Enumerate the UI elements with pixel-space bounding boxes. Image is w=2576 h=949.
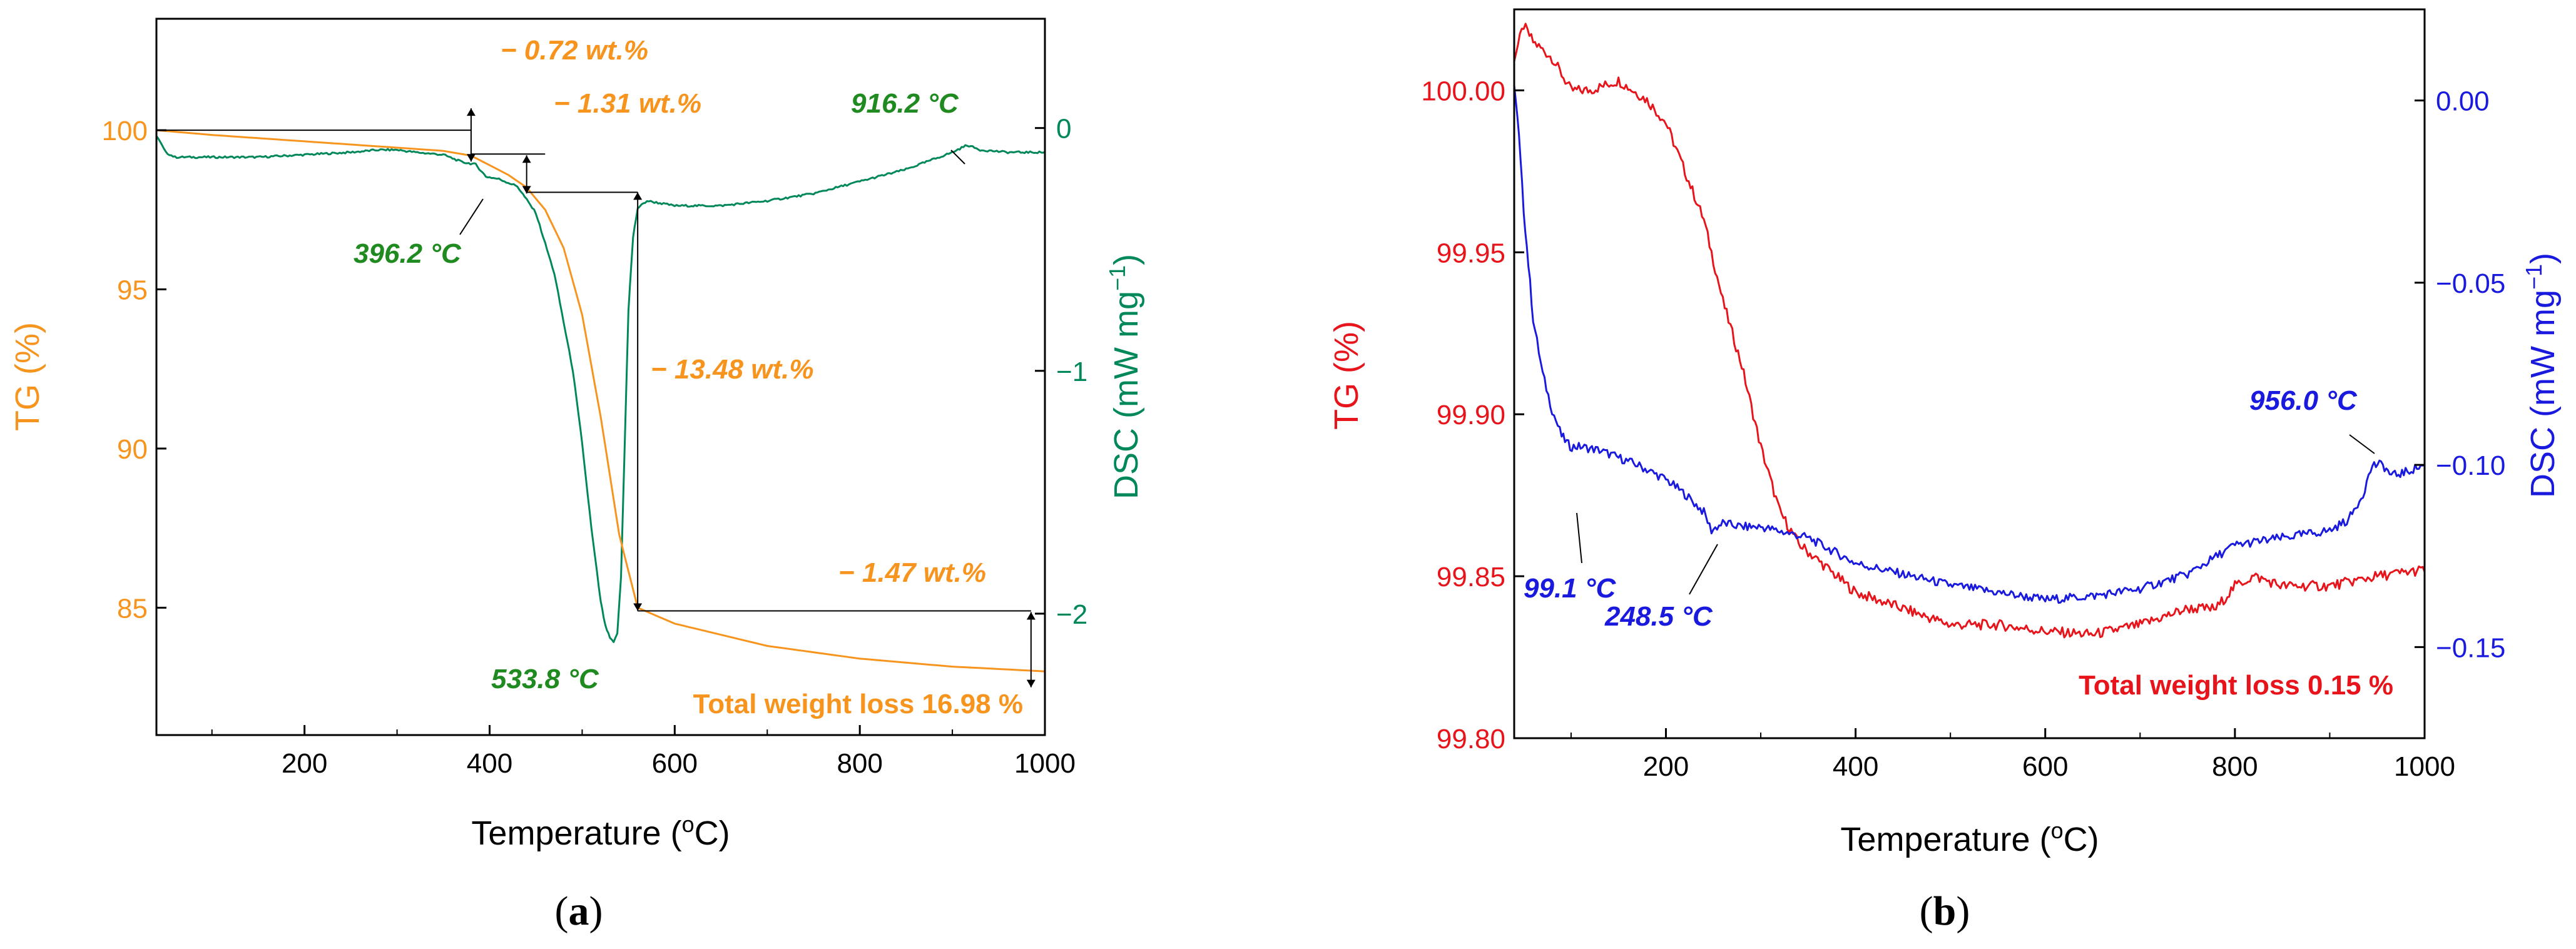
step-arrow-2-head-top xyxy=(522,155,531,163)
panel-b-peak-label-3: 956.0 °C xyxy=(2249,385,2358,416)
left-tick-label: 99.90 xyxy=(1437,400,1505,430)
step-arrow-4-head-bottom xyxy=(1026,679,1036,688)
step-arrow-4-head-top xyxy=(1026,612,1036,620)
panel-a-peak-label-2: 533.8 °C xyxy=(491,664,599,694)
tg-series-line xyxy=(1513,23,2426,639)
panel-a-total-weight-loss: Total weight loss 16.98 % xyxy=(693,689,1023,719)
panel-b-peak-leader-3 xyxy=(2349,434,2375,454)
right-tick-label: −0.10 xyxy=(2436,450,2505,481)
left-tick-label: 99.80 xyxy=(1437,724,1505,754)
panel-a-plot-frame xyxy=(155,18,1046,736)
panel-a-peak-label-3: 916.2 °C xyxy=(851,88,959,119)
panel-a-left-ticks: 85 90 95 100 xyxy=(102,116,166,624)
x-tick-label: 400 xyxy=(1833,751,1878,782)
left-tick-label: 100.00 xyxy=(1421,76,1505,106)
panel-a-peak-label-1: 396.2 °C xyxy=(354,238,462,269)
panel-b-peak-label-2: 248.5 °C xyxy=(1604,601,1713,632)
right-tick-label: −1 xyxy=(1056,357,1087,387)
panel-b-peak-leader-1 xyxy=(1576,512,1582,564)
x-tick-label: 1000 xyxy=(1014,748,1076,779)
panel-a-peak-leader-3 xyxy=(950,150,965,165)
left-tick-label: 99.85 xyxy=(1437,562,1505,592)
panel-a-label: (a) xyxy=(555,888,603,934)
x-tick-label: 800 xyxy=(2212,751,2258,782)
x-tick-label: 200 xyxy=(282,748,327,779)
panel-a-x-axis-title: Temperature (oC) xyxy=(471,811,730,852)
panel-a-weight-loss-label-2: − 1.31 wt.% xyxy=(554,88,701,119)
x-tick-label: 600 xyxy=(2022,751,2068,782)
panel-a-weight-loss-label-3: − 13.48 wt.% xyxy=(651,354,813,385)
panel-b-right-ticks: 0.00 −0.05 −0.10 −0.15 xyxy=(2415,86,2505,663)
panel-b-right-axis-title: DSC (mW mg−1) xyxy=(2521,253,2562,498)
panel-a-weight-loss-label-1: − 0.72 wt.% xyxy=(501,35,648,66)
panel-b-plot-frame xyxy=(1513,8,2426,739)
right-tick-label: −0.05 xyxy=(2436,268,2505,299)
step-arrow-3-head-bottom xyxy=(633,603,643,611)
step-arrow-1-head-top xyxy=(466,108,476,116)
left-tick-label: 99.95 xyxy=(1437,238,1505,268)
panel-a-peak-leader-1 xyxy=(459,198,484,235)
dsc-series-line xyxy=(155,135,1046,643)
right-tick-label: −2 xyxy=(1056,599,1087,630)
right-tick-label: 0 xyxy=(1056,114,1071,145)
panel-b-tg-curve xyxy=(1513,23,2426,639)
panel-b-peak-label-1: 99.1 °C xyxy=(1524,573,1616,604)
panel-a-right-axis-title: DSC (mW mg−1) xyxy=(1104,254,1145,499)
panel-b-x-ticks: 200 400 600 800 1000 xyxy=(1570,728,2455,782)
panel-b-x-axis-title: Temperature (oC) xyxy=(1840,818,2099,858)
panel-a-step-guides xyxy=(156,108,1036,688)
panel-a-right-ticks: 0 −1 −2 xyxy=(1035,114,1087,630)
step-arrow-1-head-bottom xyxy=(466,154,476,162)
left-tick-label: 100 xyxy=(102,116,148,146)
dsc-series-line xyxy=(1513,85,2425,604)
right-tick-label: −0.15 xyxy=(2436,632,2505,663)
x-tick-label: 1000 xyxy=(2394,751,2455,782)
step-arrow-3-head-top xyxy=(633,192,643,200)
panel-b-peak-leader-2 xyxy=(1689,544,1718,595)
x-tick-label: 800 xyxy=(837,748,882,779)
panel-b-chart: 200 400 600 800 1000 99.80 99.85 99.90 99.95 100… xyxy=(1328,8,2562,934)
right-tick-label: 0.00 xyxy=(2436,86,2490,117)
panel-a-tg-curve xyxy=(156,129,1046,672)
panel-b-left-axis-title: TG (%) xyxy=(1328,321,1365,430)
panel-b-label: (b) xyxy=(1920,888,1970,934)
panel-b-left-ticks: 99.80 99.85 99.90 99.95 100.00 xyxy=(1421,76,1524,754)
panel-a-chart: 200 400 600 800 1000 85 90 95 100 0 −1 −2 Tempera… xyxy=(9,18,1145,934)
left-tick-label: 95 xyxy=(117,275,148,306)
panel-a-left-axis-title: TG (%) xyxy=(9,322,46,431)
step-arrow-2-head-bottom xyxy=(522,186,531,194)
left-tick-label: 85 xyxy=(117,593,148,624)
tg-series-line xyxy=(156,129,1046,672)
left-tick-label: 90 xyxy=(117,434,148,465)
panel-a-x-ticks: 200 400 600 800 1000 xyxy=(211,725,1076,779)
panel-b-dsc-curve xyxy=(1513,85,2425,604)
x-tick-label: 200 xyxy=(1643,751,1689,782)
panel-b-total-weight-loss: Total weight loss 0.15 % xyxy=(2079,670,2393,701)
panel-a-weight-loss-label-4: − 1.47 wt.% xyxy=(838,557,986,588)
x-tick-label: 600 xyxy=(652,748,698,779)
x-tick-label: 400 xyxy=(467,748,512,779)
panel-a-dsc-curve xyxy=(155,135,1046,643)
